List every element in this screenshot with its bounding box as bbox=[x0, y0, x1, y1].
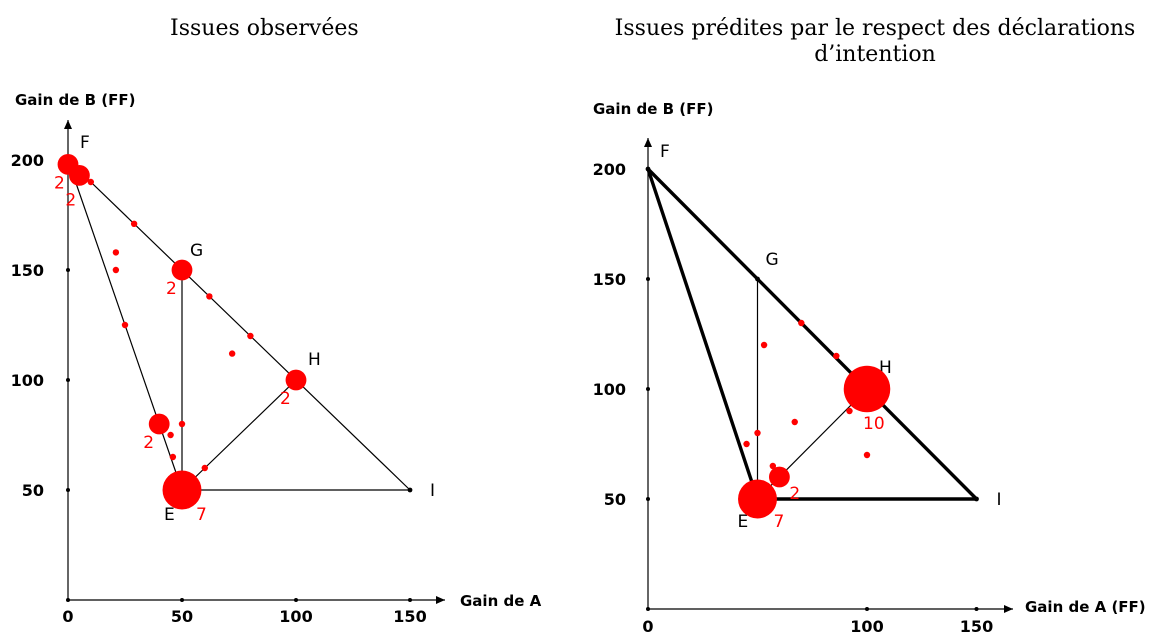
chart1-y-axis-label: Gain de B (FF) bbox=[15, 91, 135, 109]
chart1-observation-marker bbox=[87, 178, 95, 186]
chart2-segment bbox=[646, 167, 978, 501]
chart2-observation-marker bbox=[833, 352, 840, 360]
chart2-x-tick-label: 0 bbox=[642, 617, 653, 635]
chart2-y-tick-label: 100 bbox=[593, 380, 626, 399]
chart2-vertex-label-e: E bbox=[738, 512, 749, 532]
chart2-vertex-label-g: G bbox=[766, 250, 779, 270]
chart1-observation-count: 2 bbox=[54, 173, 65, 193]
chart2-observation-marker bbox=[769, 462, 777, 470]
chart-title-predicted: Issues prédites par le respect des décla… bbox=[614, 16, 1136, 67]
chart1-observation-marker bbox=[130, 220, 138, 227]
chart2-observation-marker bbox=[798, 319, 805, 327]
chart2-observation-count: 2 bbox=[789, 484, 800, 504]
chart1-y-tick bbox=[66, 268, 70, 272]
chart1-observation-marker bbox=[121, 321, 129, 329]
chart2-vertex-f bbox=[645, 166, 651, 172]
chart2-x-axis-label: Gain de A (FF) bbox=[1025, 598, 1146, 616]
chart2-x-tick bbox=[974, 607, 979, 611]
chart2-x-tick bbox=[865, 607, 869, 611]
chart1-x-tick-label: 100 bbox=[279, 607, 312, 626]
chart2-observation-marker bbox=[760, 341, 768, 349]
chart2-x-tick-label: 150 bbox=[960, 617, 993, 635]
chart1-x-tick bbox=[408, 598, 412, 602]
chart1-x-tick-label: 50 bbox=[171, 607, 193, 626]
chart-title-observed: Issues observées bbox=[170, 16, 359, 41]
chart2-y-tick bbox=[646, 277, 650, 281]
chart1-x-tick-label: 150 bbox=[393, 607, 426, 626]
chart1-observation-count: 2 bbox=[166, 279, 177, 299]
chart1-observation-count: 2 bbox=[280, 389, 291, 409]
chart2-observation-count: 10 bbox=[863, 414, 885, 434]
chart2-x-axis-arrow bbox=[1004, 605, 1013, 613]
chart2-observation-marker bbox=[754, 429, 761, 437]
chart1-y-axis-arrow bbox=[64, 120, 72, 129]
chart2-observation-marker bbox=[743, 440, 750, 448]
chart2-y-tick-label: 150 bbox=[593, 270, 626, 289]
chart1-observation-count: 2 bbox=[65, 190, 76, 210]
chart1-observation-marker bbox=[178, 420, 186, 428]
chart1-y-tick-label: 150 bbox=[11, 261, 44, 280]
chart1-observation-count: 2 bbox=[143, 433, 154, 453]
chart1-x-axis-arrow bbox=[436, 596, 445, 604]
chart2-observation-marker bbox=[738, 479, 777, 519]
chart2-y-tick-label: 200 bbox=[593, 160, 626, 179]
chart1-segment bbox=[181, 379, 297, 491]
chart1-observation-marker bbox=[112, 249, 120, 256]
chart1-observation-marker bbox=[167, 431, 174, 439]
chart1-x-tick bbox=[180, 598, 184, 602]
chart1-vertex-label-f: F bbox=[80, 133, 90, 153]
chart1-x-tick bbox=[294, 598, 298, 602]
chart1-vertex-label-h: H bbox=[308, 350, 321, 370]
chart2-vertex-i bbox=[974, 496, 979, 502]
chart1-vertex-label-g: G bbox=[190, 241, 203, 261]
chart1-y-tick-label: 100 bbox=[11, 371, 44, 390]
chart2-y-axis-label: Gain de B (FF) bbox=[593, 100, 713, 118]
chart1-observation-marker bbox=[285, 369, 307, 391]
chart2-vertex-label-f: F bbox=[660, 142, 670, 162]
chart1-observation-marker bbox=[148, 413, 170, 435]
chart1-observation-marker bbox=[162, 470, 202, 510]
chart2-y-tick bbox=[646, 387, 650, 391]
chart1-observation-count: 7 bbox=[196, 505, 207, 525]
chart2-y-axis-arrow bbox=[644, 138, 652, 147]
chart2-y-tick-label: 50 bbox=[604, 490, 626, 509]
chart1-x-axis-label: Gain de A bbox=[460, 592, 542, 610]
chart2-x-tick bbox=[646, 607, 650, 611]
chart1-y-tick-label: 50 bbox=[22, 481, 44, 500]
chart1-y-tick-label: 200 bbox=[11, 151, 44, 170]
chart1-y-tick bbox=[66, 378, 70, 382]
chart2-vertex-g bbox=[755, 276, 760, 282]
chart1-observation-marker bbox=[228, 350, 236, 357]
chart1-segment bbox=[67, 159, 411, 491]
chart1-observation-marker bbox=[68, 164, 90, 186]
chart1-observation-marker bbox=[247, 332, 254, 340]
chart2-observation-marker bbox=[843, 365, 891, 413]
chart2-observation-marker bbox=[791, 418, 798, 426]
chart2-observation-marker bbox=[846, 407, 853, 415]
chart1-vertex-label-i: I bbox=[430, 481, 435, 501]
chart2-y-tick bbox=[646, 497, 650, 501]
chart1-x-tick bbox=[66, 598, 70, 602]
chart2-x-tick-label: 100 bbox=[850, 617, 883, 635]
chart1-observation-marker bbox=[206, 293, 213, 300]
chart1-vertex-i bbox=[407, 487, 413, 493]
chart1-observation-marker bbox=[201, 464, 208, 472]
chart2-segment bbox=[646, 168, 760, 500]
chart1-observation-marker bbox=[112, 266, 120, 274]
chart1-y-tick bbox=[66, 488, 70, 492]
chart2-vertex-label-i: I bbox=[997, 490, 1002, 510]
chart1-observation-marker bbox=[171, 259, 193, 281]
chart2-observation-marker bbox=[863, 451, 871, 459]
chart1-x-tick-label: 0 bbox=[62, 607, 73, 626]
chart2-observation-marker bbox=[768, 466, 790, 488]
chart2-observation-count: 7 bbox=[774, 512, 785, 532]
chart1-observation-marker bbox=[169, 453, 177, 461]
chart1-vertex-label-e: E bbox=[164, 505, 175, 525]
